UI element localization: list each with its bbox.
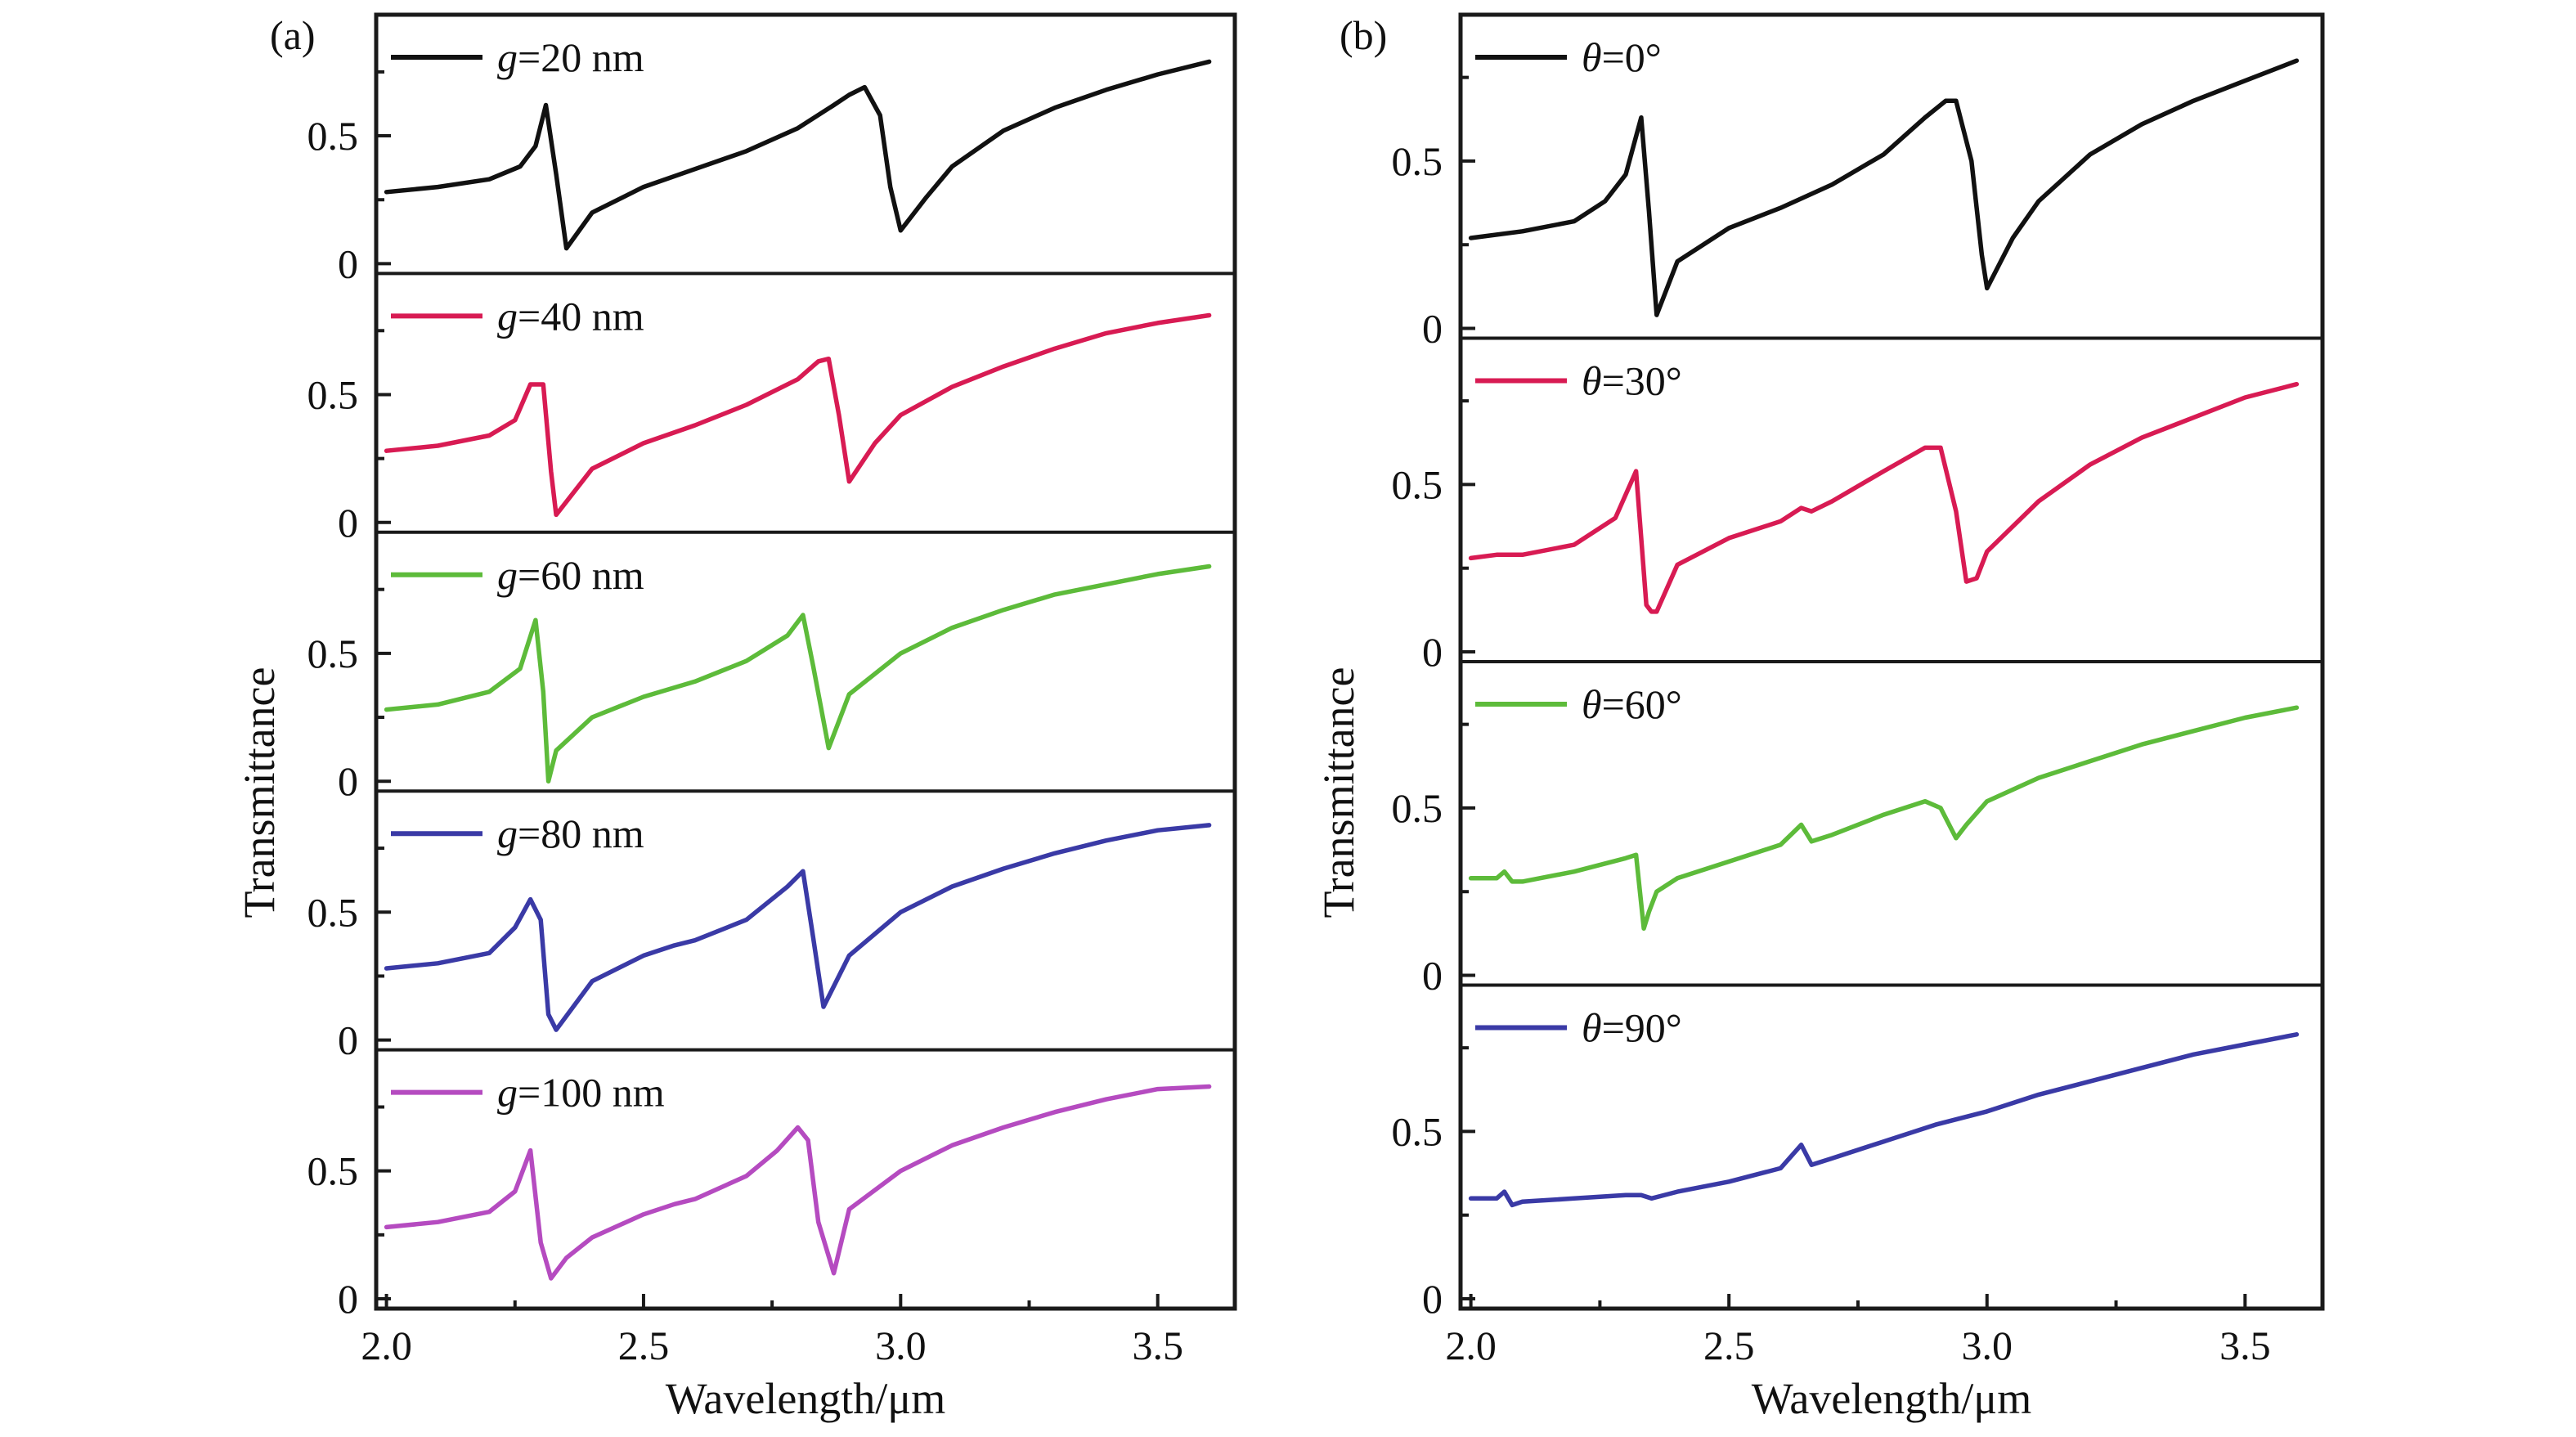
x-axis-title: Wavelength/μm <box>666 1374 946 1423</box>
legend-param: θ <box>1582 358 1602 404</box>
x-tick-label: 2.0 <box>1445 1322 1497 1368</box>
plot-frame <box>1458 12 2325 1311</box>
x-tick-label: 2.5 <box>1703 1322 1755 1368</box>
subplot: 0 0.5 g=60 nm <box>307 530 1235 804</box>
legend-param: θ <box>1582 681 1602 727</box>
subplot: 0 0.5 g=100 nm <box>307 1048 1235 1322</box>
legend-label: g=40 nm <box>497 293 644 339</box>
legend-label: g=100 nm <box>497 1070 665 1116</box>
subplot: 0 0.5 θ=60° <box>1392 660 2322 999</box>
y-tick-label: 0 <box>1422 953 1443 999</box>
series-line <box>384 564 1212 784</box>
panel-label: (b) <box>1340 12 1387 58</box>
legend-value: =60° <box>1602 681 1682 727</box>
legend-param: g <box>497 34 518 80</box>
y-axis-title: Transmittance <box>235 667 284 918</box>
legend-label: θ=60° <box>1582 681 1682 727</box>
x-axis-title: Wavelength/μm <box>1752 1374 2032 1423</box>
panel-label: (a) <box>270 12 316 58</box>
plot-frame <box>374 12 1237 1311</box>
y-tick-label: 0 <box>338 1276 358 1322</box>
legend-param: θ <box>1582 1005 1602 1051</box>
x-tick-label: 3.0 <box>1962 1322 2013 1368</box>
legend-label: g=60 nm <box>497 552 644 598</box>
y-tick-label: 0.5 <box>307 1148 359 1194</box>
y-tick-label: 0 <box>1422 629 1443 675</box>
x-tick-label: 3.0 <box>875 1322 927 1368</box>
y-tick-label: 0 <box>338 240 358 286</box>
x-tick-label: 2.0 <box>361 1322 412 1368</box>
subplot: 0 0.5 θ=0° <box>1392 34 2300 352</box>
x-tick-label: 3.5 <box>1132 1322 1183 1368</box>
y-tick-label: 0 <box>338 1017 358 1063</box>
y-tick-label: 0.5 <box>307 889 359 935</box>
y-tick-label: 0 <box>1422 306 1443 352</box>
x-tick-label: 3.5 <box>2219 1322 2271 1368</box>
legend-value: =40 nm <box>518 293 644 339</box>
series-line <box>384 823 1212 1032</box>
panel-b: 00.5θ=0°00.5θ=30°00.5θ=60°00.5θ=90°2.0 2.… <box>1314 12 2325 1423</box>
y-tick-label: 0.5 <box>1392 1108 1443 1154</box>
y-tick-label: 0.5 <box>307 113 359 159</box>
y-tick-label: 0.5 <box>1392 138 1443 184</box>
legend-param: θ <box>1582 34 1602 80</box>
legend-value: =30° <box>1602 358 1682 404</box>
legend-label: θ=30° <box>1582 358 1682 404</box>
series-line <box>1468 381 2300 614</box>
x-tick-label: 2.5 <box>618 1322 670 1368</box>
series-line <box>1468 58 2300 317</box>
y-tick-label: 0.5 <box>1392 785 1443 831</box>
legend-value: =80 nm <box>518 811 644 856</box>
subplot: 0 0.5 θ=90° <box>1392 983 2322 1322</box>
legend-label: θ=90° <box>1582 1005 1682 1051</box>
legend-param: g <box>497 293 518 339</box>
y-axis-title: Transmittance <box>1314 667 1363 918</box>
legend-param: g <box>497 552 518 598</box>
legend-value: =20 nm <box>518 34 644 80</box>
y-tick-label: 0 <box>1422 1276 1443 1322</box>
y-tick-label: 0.5 <box>307 371 359 417</box>
series-line <box>384 1084 1212 1281</box>
subplot: 0 0.5 θ=30° <box>1392 336 2322 675</box>
series-line <box>384 312 1212 518</box>
legend-value: =60 nm <box>518 552 644 598</box>
series-line <box>1468 705 2300 931</box>
subplot: 0 0.5 g=20 nm <box>307 34 1212 286</box>
legend-label: g=80 nm <box>497 811 644 856</box>
y-tick-label: 0.5 <box>307 631 359 676</box>
y-tick-label: 0.5 <box>1392 461 1443 507</box>
series-line <box>1468 1032 2300 1208</box>
legend-label: θ=0° <box>1582 34 1662 80</box>
legend-param: g <box>497 1070 518 1116</box>
legend-value: =100 nm <box>518 1070 665 1116</box>
legend-label: g=20 nm <box>497 34 644 80</box>
y-tick-label: 0 <box>338 500 358 546</box>
legend-param: g <box>497 811 518 856</box>
subplot: 0 0.5 g=40 nm <box>307 272 1235 546</box>
legend-value: =90° <box>1602 1005 1682 1051</box>
legend-value: =0° <box>1602 34 1662 80</box>
subplot: 0 0.5 g=80 nm <box>307 789 1235 1063</box>
y-tick-label: 0 <box>338 758 358 804</box>
series-line <box>384 59 1212 251</box>
